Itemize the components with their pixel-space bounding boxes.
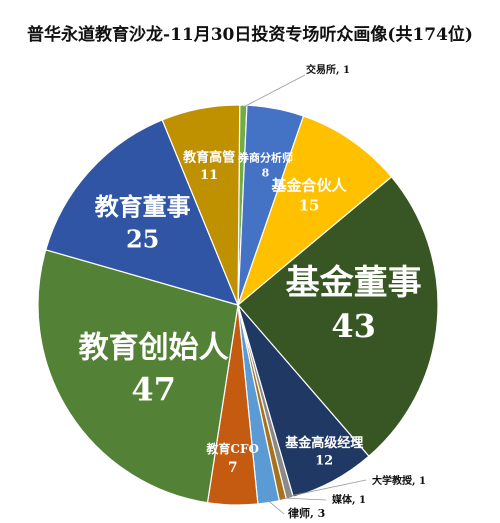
pie-slice — [161, 104, 241, 306]
slice-value-label: 7 — [228, 460, 238, 476]
slice-label: 教育董事 — [95, 192, 191, 221]
slice-label: 律师, 3 — [287, 506, 325, 520]
pie-slice — [45, 119, 240, 306]
slice-value-label: 8 — [262, 167, 270, 180]
leader-line — [282, 497, 327, 501]
chart-title: 普华永道教育沙龙-11月30日投资专场听众画像(共174位) — [27, 25, 473, 45]
slice-value-label: 47 — [131, 371, 176, 409]
slice-label: 基金董事 — [286, 263, 422, 303]
leader-line — [289, 479, 367, 497]
slice-label: 基金高级经理 — [284, 435, 363, 451]
pie-slice — [236, 115, 393, 307]
slice-value-label: 25 — [126, 224, 159, 253]
pie-slices — [37, 104, 439, 506]
leader-line — [268, 500, 285, 515]
slice-value-label: 15 — [299, 197, 320, 215]
slice-value-label: 12 — [315, 454, 333, 469]
slice-label: 教育高管 — [182, 149, 235, 165]
leader-lines — [243, 74, 367, 515]
slice-value-label: 43 — [331, 307, 376, 345]
leader-line — [243, 74, 306, 108]
slice-label: 交易所, 1 — [306, 63, 350, 76]
slice-label: 教育创始人 — [79, 330, 229, 365]
slice-value-label: 11 — [200, 168, 218, 183]
slice-label: 基金合伙人 — [270, 176, 347, 194]
slice-label: 券商分析师 — [237, 151, 293, 165]
slice-label: 教育CFO — [205, 441, 259, 456]
slice-label: 大学教授, 1 — [372, 474, 426, 487]
pie-slice — [37, 249, 239, 504]
slice-label: 媒体, 1 — [331, 493, 366, 506]
pie-slice — [237, 176, 439, 458]
